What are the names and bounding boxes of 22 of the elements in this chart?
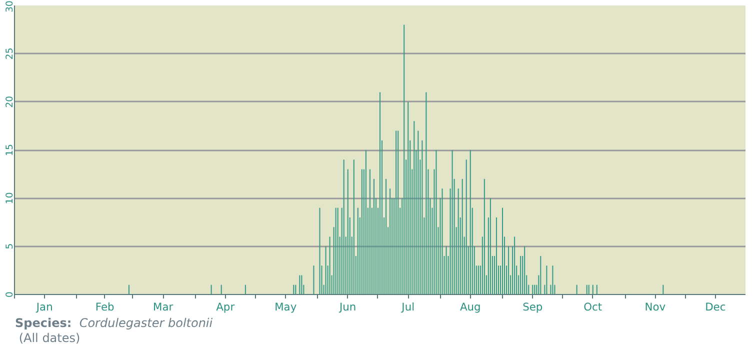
x-tick-label: Nov [644, 300, 666, 314]
x-tick-label: Sep [522, 300, 543, 314]
x-tick-label: Feb [95, 300, 115, 314]
x-tick-label: Oct [584, 300, 602, 314]
x-tick-label: Jun [338, 300, 356, 314]
y-tick-label: 15 [4, 144, 16, 156]
y-tick-label: 0 [4, 291, 16, 298]
y-tick-label: 30 [4, 0, 16, 12]
text: (All dates) [18, 331, 80, 345]
y-tick-label: 25 [4, 48, 16, 60]
x-tick-label: Aug [460, 300, 481, 314]
text: Species: [15, 316, 72, 330]
y-tick-label: 5 [4, 243, 16, 250]
x-tick-label: Jul [400, 300, 415, 314]
y-tick-label: 20 [4, 96, 16, 108]
x-tick-label: Apr [216, 300, 236, 314]
x-tick-label: Jan [35, 300, 53, 314]
x-tick-label: Mar [153, 300, 174, 314]
x-tick-label: Dec [705, 300, 726, 314]
y-tick-label: 10 [4, 192, 16, 204]
text: Cordulegaster boltonii [79, 316, 213, 330]
x-tick-label: May [274, 300, 297, 314]
